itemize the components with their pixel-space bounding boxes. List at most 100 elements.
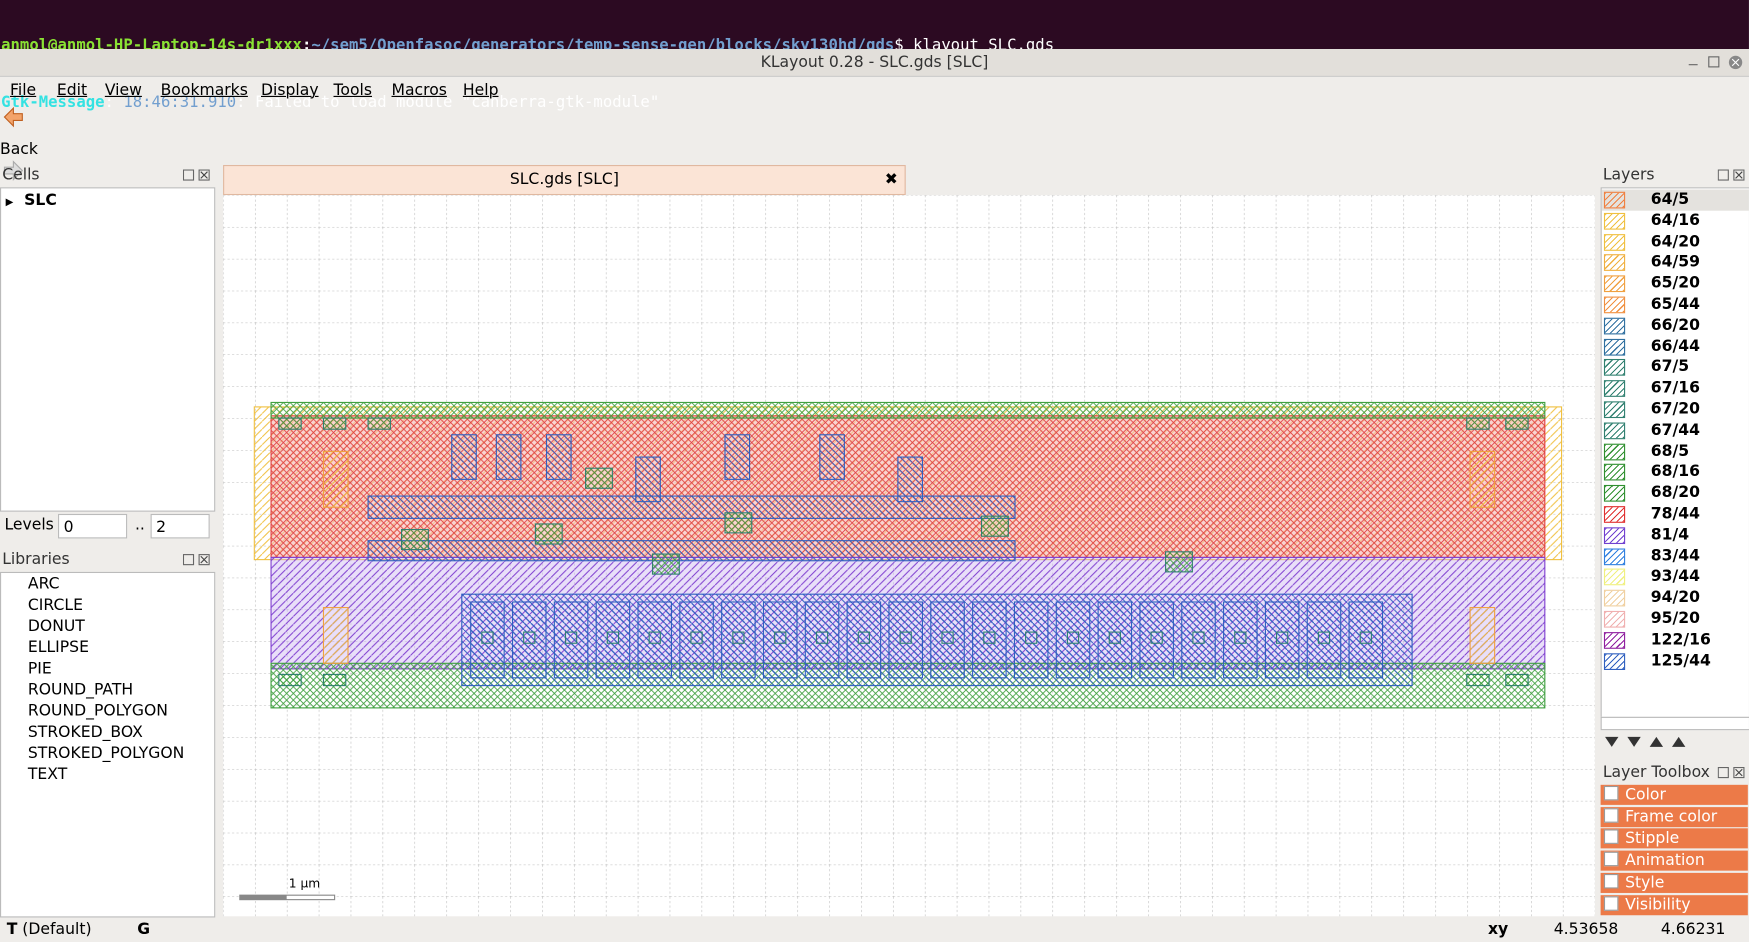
layer-name[interactable]: 67/44 <box>1650 421 1700 440</box>
layer-row[interactable]: 66/44 <box>1602 336 1749 357</box>
library-item[interactable]: ROUND_PATH <box>27 681 134 699</box>
menu-item[interactable]: View <box>104 81 142 100</box>
cell-item[interactable]: ▶ SLC <box>5 191 57 210</box>
layer-swatch[interactable] <box>1603 485 1626 502</box>
toolbox-item[interactable]: Style <box>1600 872 1748 893</box>
layer-name[interactable]: 64/5 <box>1650 190 1690 209</box>
menu-item[interactable]: Tools <box>333 81 372 100</box>
toolbox-label[interactable]: Style <box>1625 873 1665 892</box>
toolbox-label[interactable]: Frame color <box>1625 807 1718 826</box>
layer-name[interactable]: 68/5 <box>1650 442 1690 460</box>
layer-swatch[interactable] <box>1603 422 1626 440</box>
layer-swatch[interactable] <box>1603 527 1626 544</box>
library-item[interactable]: ELLIPSE <box>27 638 89 657</box>
menu-item[interactable]: File <box>10 81 37 100</box>
layer-swatch[interactable] <box>1603 317 1626 335</box>
layer-swatch[interactable] <box>1603 506 1626 523</box>
layer-name[interactable]: 67/5 <box>1650 358 1690 377</box>
layer-name[interactable]: 68/20 <box>1650 484 1700 502</box>
toolbox-item[interactable]: Visibility <box>1600 894 1748 915</box>
toolbar-button[interactable]: Back <box>0 105 45 159</box>
layer-name[interactable]: 78/44 <box>1650 505 1700 523</box>
layer-swatch[interactable] <box>1603 631 1626 649</box>
layer-name[interactable]: 67/16 <box>1650 379 1700 398</box>
layer-name[interactable]: 93/44 <box>1650 567 1700 586</box>
layer-row[interactable]: 67/44 <box>1602 420 1749 441</box>
toolbox-item[interactable]: Stipple <box>1600 828 1748 849</box>
layer-row[interactable]: 65/20 <box>1602 273 1749 294</box>
panel-buttons[interactable] <box>1717 766 1749 779</box>
panel-buttons[interactable] <box>182 169 214 181</box>
layer-name[interactable]: 125/44 <box>1650 651 1711 670</box>
layer-swatch[interactable] <box>1603 233 1626 251</box>
library-item[interactable]: CIRCLE <box>27 596 83 615</box>
layer-row[interactable]: 64/59 <box>1602 252 1749 273</box>
layer-row[interactable]: 67/5 <box>1602 357 1749 378</box>
toolbar-icon[interactable] <box>0 105 27 132</box>
layer-buttons[interactable] <box>1603 732 1692 752</box>
tab-title[interactable]: SLC.gds [SLC] <box>509 170 619 189</box>
level-to[interactable]: 2 <box>150 513 210 539</box>
library-item[interactable]: STROKED_POLYGON <box>27 744 185 763</box>
layer-row[interactable]: 81/4 <box>1602 525 1749 546</box>
menu-item[interactable]: Macros <box>391 81 447 100</box>
layer-name[interactable]: 67/20 <box>1650 400 1700 419</box>
layer-row[interactable]: 68/5 <box>1602 441 1749 462</box>
layer-name[interactable]: 66/20 <box>1650 316 1700 335</box>
toolbox-item[interactable]: Frame color <box>1600 806 1748 827</box>
layer-swatch[interactable] <box>1603 380 1626 398</box>
layer-swatch[interactable] <box>1603 275 1626 293</box>
layer-swatch[interactable] <box>1603 443 1626 460</box>
library-item[interactable]: TEXT <box>27 765 68 784</box>
layer-name[interactable]: 94/20 <box>1650 588 1700 607</box>
layer-swatch[interactable] <box>1603 568 1626 586</box>
layer-row[interactable]: 64/5 <box>1601 189 1749 211</box>
menu-item[interactable]: Edit <box>56 81 88 100</box>
tab-close[interactable]: ✖ <box>884 170 898 189</box>
toolbar-label[interactable]: Back <box>0 140 38 159</box>
level-from[interactable]: 0 <box>58 513 128 539</box>
layer-row[interactable]: 64/16 <box>1602 210 1749 231</box>
library-item[interactable]: PIE <box>27 659 52 678</box>
layer-row[interactable]: 125/44 <box>1602 651 1749 672</box>
layer-name[interactable]: 95/20 <box>1650 609 1700 628</box>
layer-swatch[interactable] <box>1603 254 1626 272</box>
toolbox-item[interactable]: Color <box>1600 784 1748 805</box>
layer-row[interactable]: 68/20 <box>1602 483 1749 504</box>
layer-row[interactable]: 78/44 <box>1602 504 1749 525</box>
library-item[interactable]: DONUT <box>27 617 85 636</box>
layer-row[interactable]: 68/16 <box>1602 462 1749 483</box>
layer-swatch[interactable] <box>1603 212 1626 230</box>
layer-row[interactable]: 66/20 <box>1602 315 1749 336</box>
toolbox-label[interactable]: Visibility <box>1625 895 1691 914</box>
layer-swatch[interactable] <box>1603 338 1626 356</box>
layer-swatch[interactable] <box>1603 548 1626 565</box>
layer-name[interactable]: 83/44 <box>1650 546 1700 565</box>
library-item[interactable]: ROUND_POLYGON <box>27 702 168 721</box>
layer-name[interactable]: 64/16 <box>1650 211 1700 230</box>
layer-row[interactable]: 94/20 <box>1602 588 1749 609</box>
menu-item[interactable]: Bookmarks <box>160 81 248 100</box>
layer-row[interactable]: 93/44 <box>1602 567 1749 588</box>
layer-name[interactable]: 81/4 <box>1650 525 1690 544</box>
layer-name[interactable]: 64/59 <box>1650 253 1700 272</box>
layer-swatch[interactable] <box>1603 359 1626 377</box>
toolbar-icon[interactable] <box>0 158 27 185</box>
layer-name[interactable]: 66/44 <box>1650 337 1700 356</box>
layer-row[interactable]: 67/16 <box>1602 378 1749 399</box>
library-item[interactable]: ARC <box>27 575 60 594</box>
layer-name[interactable]: 65/44 <box>1650 295 1700 314</box>
window-controls[interactable] <box>1686 55 1744 71</box>
layer-row[interactable]: 67/20 <box>1602 399 1749 420</box>
toolbox-label[interactable]: Color <box>1625 785 1666 804</box>
layer-row[interactable]: 65/44 <box>1602 294 1749 315</box>
layer-swatch[interactable] <box>1603 464 1626 481</box>
tab[interactable]: SLC.gds [SLC] ✖ <box>223 164 906 196</box>
menu-item[interactable]: Display <box>261 81 319 100</box>
panel-buttons[interactable] <box>182 554 214 566</box>
scrollbar[interactable] <box>1600 716 1749 731</box>
layer-name[interactable]: 68/16 <box>1650 463 1700 481</box>
layer-name[interactable]: 65/20 <box>1650 274 1700 293</box>
layer-row[interactable]: 64/20 <box>1602 231 1749 252</box>
layer-swatch[interactable] <box>1603 589 1626 607</box>
